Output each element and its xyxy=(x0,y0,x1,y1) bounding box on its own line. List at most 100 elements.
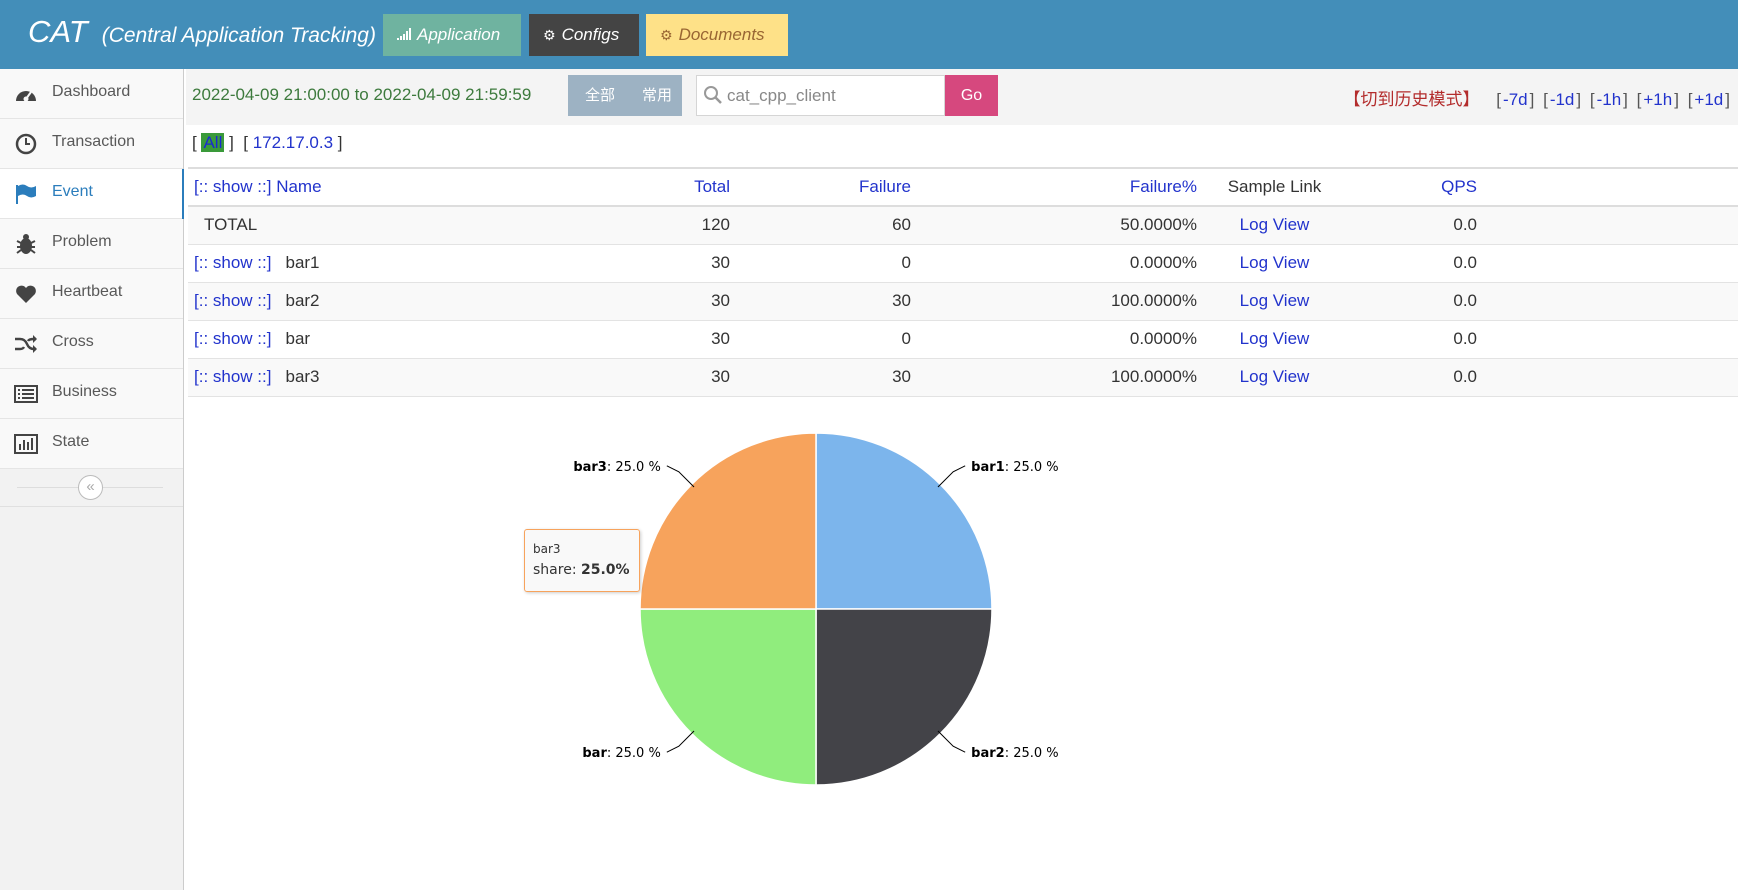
show-link[interactable]: [:: show ::] xyxy=(194,253,272,272)
sidebar-item-dashboard[interactable]: Dashboard xyxy=(0,69,183,119)
top-navbar: CAT (Central Application Tracking) Applic… xyxy=(0,0,1738,69)
row-failure-pct: 50.0000% xyxy=(911,206,1197,245)
row-total: 30 xyxy=(558,358,730,397)
sidebar-item-event[interactable]: Event xyxy=(0,169,184,219)
row-name: bar3 xyxy=(285,367,320,386)
cogs-icon: ⚙ xyxy=(543,27,556,43)
table-row: [:: show ::] bar2 30 30 100.0000% Log Vie… xyxy=(188,282,1738,321)
row-total: 30 xyxy=(558,282,730,321)
table-header-row: [:: show ::] Name Total Failure Failure%… xyxy=(188,167,1738,207)
show-link[interactable]: [:: show ::] xyxy=(194,291,272,310)
sidebar-item-problem[interactable]: Problem xyxy=(0,219,183,269)
data-label-bar: bar: 25.0 % xyxy=(582,746,660,761)
table-row: [:: show ::] bar1 30 0 0.0000% Log View 0… xyxy=(188,244,1738,283)
time-link-plus-1h[interactable]: +1h xyxy=(1643,90,1673,109)
pie-slice-bar[interactable] xyxy=(639,608,817,786)
table-row: [:: show ::] bar3 30 30 100.0000% Log Vie… xyxy=(188,358,1738,397)
tooltip-label: share xyxy=(533,562,572,578)
row-failure: 60 xyxy=(730,206,911,245)
sidebar-collapse: « xyxy=(0,469,183,507)
date-range: 2022-04-09 21:00:00 to 2022-04-09 21:59:… xyxy=(192,85,532,104)
pie-slice-bar1[interactable] xyxy=(815,432,993,610)
col-total[interactable]: Total xyxy=(558,167,730,207)
documents-button[interactable]: ⚙ Documents xyxy=(646,14,788,56)
sidebar-item-heartbeat[interactable]: Heartbeat xyxy=(0,269,183,319)
ip-filter: [ All ] [ 172.17.0.3 ] xyxy=(192,133,343,152)
label-connector-bar1 xyxy=(937,465,966,488)
pie-slice-bar2[interactable] xyxy=(815,608,993,786)
ip-link[interactable]: 172.17.0.3 xyxy=(252,133,334,152)
label-connector-bar3 xyxy=(666,465,695,488)
time-navigation: 【切到历史模式】 [-7d] [-1d] [-1h] [+1h] [+1d] xyxy=(1343,90,1730,109)
random-icon xyxy=(15,335,37,353)
filter-common-button[interactable]: 常用 xyxy=(632,75,682,116)
sidebar-item-state[interactable]: State xyxy=(0,419,183,469)
col-failure[interactable]: Failure xyxy=(730,167,911,207)
sidebar-item-cross[interactable]: Cross xyxy=(0,319,183,369)
brand[interactable]: CAT (Central Application Tracking) xyxy=(28,14,376,50)
table-row: [:: show ::] bar 30 0 0.0000% Log View 0.… xyxy=(188,320,1738,359)
show-link[interactable]: [:: show ::] xyxy=(194,329,272,348)
sidebar-item-transaction[interactable]: Transaction xyxy=(0,119,183,169)
ip-all-link[interactable]: All xyxy=(201,133,225,152)
log-view-link[interactable]: Log View xyxy=(1239,329,1310,348)
col-name[interactable]: [:: show ::] Name xyxy=(188,167,558,207)
pie-slice-bar3[interactable] xyxy=(639,432,817,610)
list-icon xyxy=(14,385,38,403)
show-link[interactable]: [:: show ::] xyxy=(194,367,272,386)
row-qps: 0.0 xyxy=(1352,282,1477,321)
row-failure-pct: 100.0000% xyxy=(911,358,1197,397)
log-view-link[interactable]: Log View xyxy=(1239,367,1310,386)
time-link-minus-1d[interactable]: -1d xyxy=(1549,90,1575,109)
row-failure: 0 xyxy=(730,244,911,283)
log-view-link[interactable]: Log View xyxy=(1239,253,1310,272)
signal-icon xyxy=(397,14,411,56)
log-view-link[interactable]: Log View xyxy=(1239,215,1310,235)
row-name: bar xyxy=(285,329,311,348)
filter-all-button[interactable]: 全部 xyxy=(568,75,632,116)
collapse-button[interactable]: « xyxy=(78,475,103,500)
cogs-icon: ⚙ xyxy=(660,27,673,43)
sidebar-item-label: Business xyxy=(52,383,117,400)
data-label-bar1: bar1: 25.0 % xyxy=(971,460,1059,475)
search-input[interactable] xyxy=(727,80,937,111)
sidebar-item-label: Problem xyxy=(52,233,112,250)
flag-icon xyxy=(16,184,36,204)
log-view-link[interactable]: Log View xyxy=(1239,291,1310,310)
go-button[interactable]: Go xyxy=(945,75,998,116)
configs-label: Configs xyxy=(561,25,620,44)
search-icon xyxy=(704,86,722,104)
pie-chart-svg: bar1: 25.0 % bar2: 25.0 % bar: 25.0 % bar3:… xyxy=(573,432,1059,786)
row-failure-pct: 0.0000% xyxy=(911,244,1197,283)
col-qps[interactable]: QPS xyxy=(1352,167,1477,207)
label-connector-bar2 xyxy=(937,730,966,753)
heart-icon xyxy=(16,285,36,303)
row-failure: 0 xyxy=(730,320,911,359)
bug-icon xyxy=(16,234,36,254)
clock-icon xyxy=(15,133,37,155)
sidebar-item-label: Cross xyxy=(52,333,94,350)
configs-button[interactable]: ⚙ Configs xyxy=(529,14,639,56)
row-qps: 0.0 xyxy=(1352,244,1477,283)
documents-label: Documents xyxy=(678,25,765,44)
query-toolbar: 2022-04-09 21:00:00 to 2022-04-09 21:59:… xyxy=(186,69,1738,125)
sidebar-item-business[interactable]: Business xyxy=(0,369,183,419)
row-name: bar1 xyxy=(285,253,320,272)
col-failure-pct[interactable]: Failure% xyxy=(911,167,1197,207)
row-failure-pct: 100.0000% xyxy=(911,282,1197,321)
row-total: 120 xyxy=(558,206,730,245)
row-qps: 0.0 xyxy=(1352,358,1477,397)
application-button[interactable]: Application xyxy=(383,14,521,56)
data-label-bar2: bar2: 25.0 % xyxy=(971,746,1059,761)
row-name: bar2 xyxy=(285,291,320,310)
tooltip-value: share: 25.0% xyxy=(533,562,630,578)
time-link-plus-1d[interactable]: +1d xyxy=(1694,90,1724,109)
time-link-minus-7d[interactable]: -7d xyxy=(1503,90,1528,109)
row-name: TOTAL xyxy=(204,215,258,235)
row-total: 30 xyxy=(558,244,730,283)
sidebar: Dashboard Transaction Event Problem Hear… xyxy=(0,69,184,890)
time-link-minus-1h[interactable]: -1h xyxy=(1596,90,1622,109)
tooltip-series-name: bar3 xyxy=(533,542,561,556)
history-mode-link[interactable]: 【切到历史模式】 xyxy=(1343,90,1480,109)
brand-title: CAT xyxy=(28,14,88,49)
